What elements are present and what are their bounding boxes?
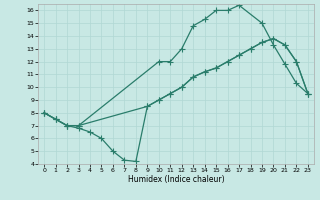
X-axis label: Humidex (Indice chaleur): Humidex (Indice chaleur) <box>128 175 224 184</box>
